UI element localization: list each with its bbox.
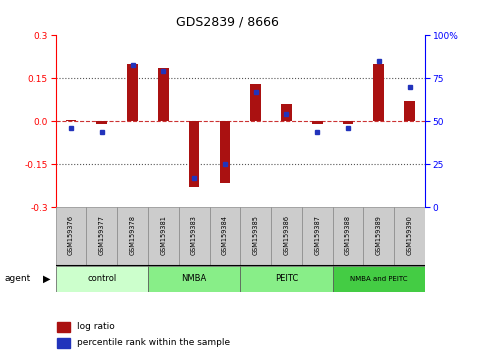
Bar [86,207,117,266]
Bar [117,207,148,266]
Bar [148,207,179,266]
Bar [189,121,199,187]
Text: GSM159389: GSM159389 [376,215,382,255]
Bar [210,207,240,266]
Text: GSM159384: GSM159384 [222,215,228,255]
Text: GSM159377: GSM159377 [99,215,105,255]
Bar [66,120,76,121]
Text: GDS2839 / 8666: GDS2839 / 8666 [176,16,278,29]
Bar [240,266,333,292]
Text: agent: agent [5,274,31,283]
Text: ▶: ▶ [43,274,51,284]
Bar [373,64,384,121]
Bar [148,266,241,292]
Bar [364,207,394,266]
Bar [127,64,138,121]
Bar [240,207,271,266]
Bar [333,266,425,292]
Text: GSM159387: GSM159387 [314,215,320,255]
Text: GSM159383: GSM159383 [191,215,197,255]
Text: NMBA and PEITC: NMBA and PEITC [350,276,408,282]
Text: GSM159385: GSM159385 [253,215,259,255]
Bar [179,207,210,266]
Bar [302,207,333,266]
Text: GSM159390: GSM159390 [407,215,412,255]
Bar [333,207,364,266]
Text: log ratio: log ratio [77,322,115,331]
Bar [342,121,354,124]
Bar [96,121,107,124]
Bar [219,121,230,183]
Bar [281,104,292,121]
Text: GSM159381: GSM159381 [160,215,166,255]
Bar [158,68,169,121]
Text: NMBA: NMBA [182,274,207,283]
Bar [394,207,425,266]
Bar [271,207,302,266]
Text: GSM159378: GSM159378 [129,215,136,255]
Text: control: control [87,274,116,283]
Text: percentile rank within the sample: percentile rank within the sample [77,338,230,347]
Text: GSM159386: GSM159386 [284,215,289,255]
Bar [56,207,86,266]
Bar [56,266,148,292]
Text: GSM159388: GSM159388 [345,215,351,255]
Bar [57,322,71,332]
Text: GSM159376: GSM159376 [68,215,74,255]
Bar [57,338,71,348]
Bar [312,121,323,124]
Text: PEITC: PEITC [275,274,298,283]
Bar [404,101,415,121]
Bar [250,84,261,121]
